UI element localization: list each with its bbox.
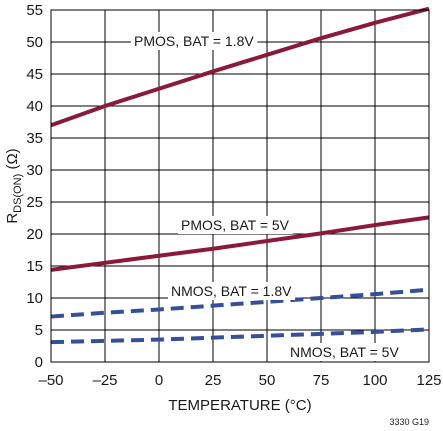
y-tick-label: 20 [26,226,43,243]
y-tick-label: 15 [26,258,43,275]
series-label: NMOS, BAT = 1.8V [171,283,292,299]
series-label: NMOS, BAT = 5V [290,344,399,360]
series-label-background [168,282,296,300]
y-tick-label: 55 [26,2,43,19]
y-tick-label: 25 [26,194,43,211]
y-tick-label: 35 [26,130,43,147]
x-tick-label: 75 [313,372,330,389]
series-label-background [178,216,293,234]
x-tick-labels: –50 –25 0 25 50 75 100 125 [38,372,441,389]
y-tick-label: 30 [26,162,43,179]
x-tick-label: –50 [38,372,63,389]
y-tick-label: 50 [26,34,43,51]
y-tick-label: 5 [35,322,43,339]
x-tick-label: 0 [155,372,163,389]
x-axis-title: TEMPERATURE (°C) [168,397,311,414]
series-line [50,327,430,345]
x-tick-label: 100 [362,372,387,389]
y-tick-label: 45 [26,66,43,83]
y-tick-labels: 0 5 10 15 20 25 30 35 40 45 50 55 [26,2,43,371]
series-label-background [131,32,258,50]
series-label: PMOS, BAT = 5V [181,217,290,233]
y-tick-label: 0 [35,354,43,371]
y-tick-label: 40 [26,98,43,115]
y-axis-title: RDS(ON) (Ω) [4,148,24,223]
y-tick-label: 10 [26,290,43,307]
series-lines [50,6,430,345]
x-tick-label: 125 [416,372,441,389]
series-label-background [287,343,403,361]
y-axis-title-subscript: DS(ON) [12,174,24,213]
series-label: PMOS, BAT = 1.8V [134,33,254,49]
series-line [50,287,430,319]
x-tick-label: –25 [92,372,117,389]
plot-frame [50,9,430,363]
x-tick-label: 50 [259,372,276,389]
y-axis-title-unit: (Ω) [4,148,21,169]
figure-id: 3330 G19 [389,417,429,427]
series-labels: PMOS, BAT = 1.8V PMOS, BAT = 5V NMOS, BAT … [131,32,403,361]
y-axis-title-main: R [4,213,21,224]
series-line [50,6,430,128]
series-line [50,215,430,272]
x-tick-label: 25 [205,372,222,389]
